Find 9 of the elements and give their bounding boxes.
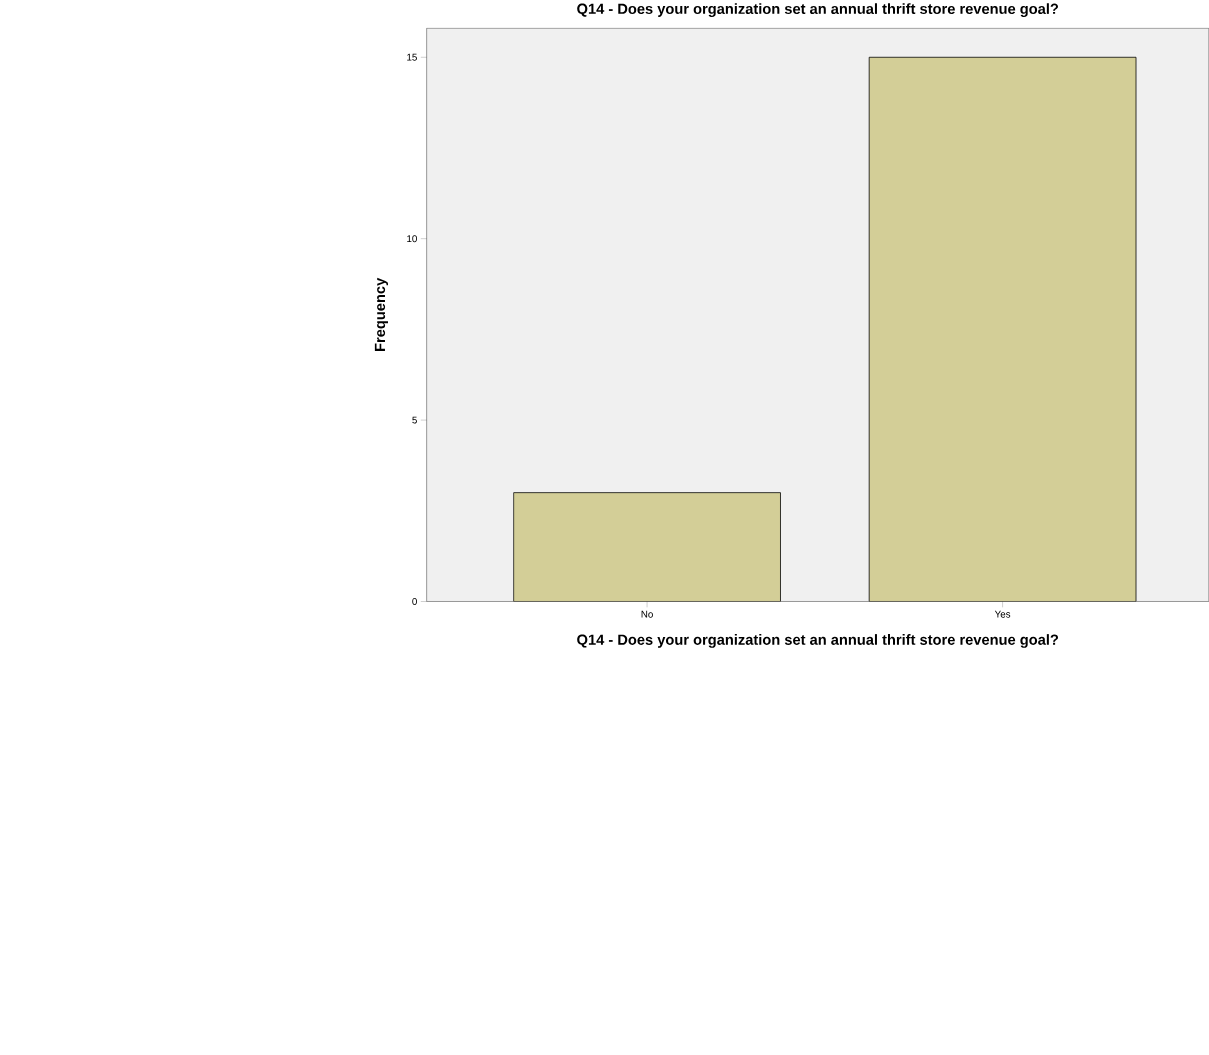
x-tick-label: Yes bbox=[994, 610, 1011, 618]
y-tick-label: 0 bbox=[412, 598, 417, 605]
y-tick-label: 10 bbox=[407, 235, 417, 243]
chart-title: Q14 - Does your organization set an annual thrift store revenue goal? bbox=[577, 3, 1059, 17]
y-tick-label: 5 bbox=[412, 416, 417, 424]
y-axis-title: Frequency bbox=[374, 277, 389, 351]
x-axis-title: Q14 - Does your organization set an annual thrift store revenue goal? bbox=[577, 634, 1059, 648]
y-tick-label: 15 bbox=[407, 53, 417, 61]
x-tick-label: No bbox=[641, 610, 653, 618]
